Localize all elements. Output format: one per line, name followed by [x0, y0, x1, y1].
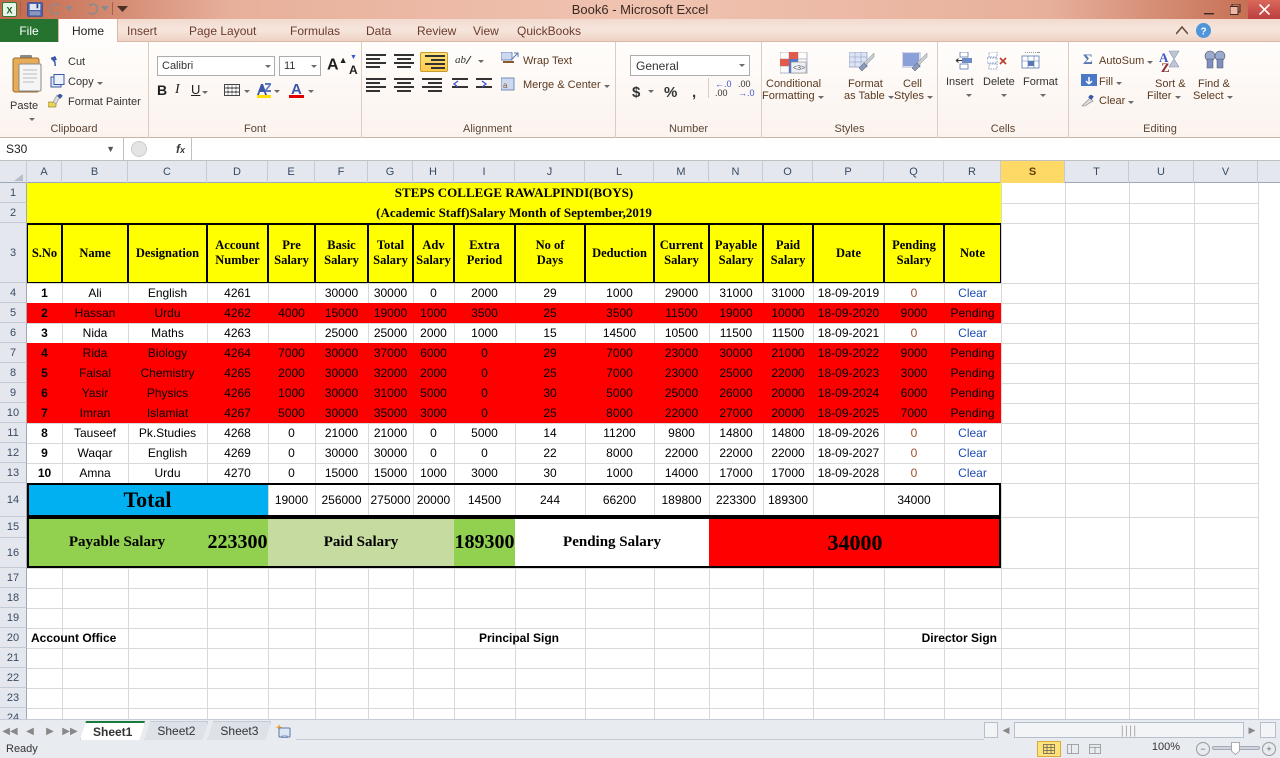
- svg-text:<3>: <3>: [793, 65, 805, 72]
- svg-text:X: X: [6, 6, 12, 16]
- svg-text:a: a: [503, 81, 508, 90]
- svg-text:ab: ab: [455, 54, 467, 66]
- svg-text:?: ?: [1200, 27, 1206, 38]
